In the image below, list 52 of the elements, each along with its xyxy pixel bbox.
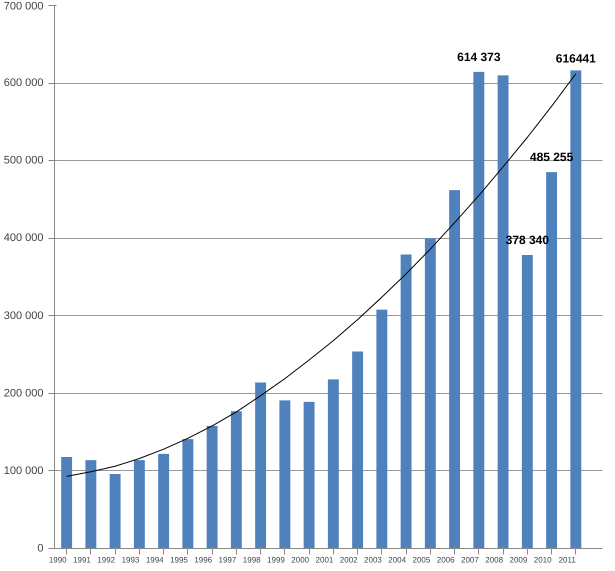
- x-tick-label: 1995: [170, 556, 188, 564]
- x-tick-label: 2009: [510, 556, 528, 564]
- bar: [230, 411, 242, 548]
- x-tick-label: 1991: [73, 556, 92, 564]
- x-tick-label: 2002: [340, 556, 358, 564]
- y-tick-label: 0: [37, 542, 44, 554]
- x-tick-label: 1997: [218, 556, 237, 564]
- bar: [158, 454, 170, 548]
- x-tick-label: 1994: [146, 556, 164, 564]
- bar: [522, 255, 533, 548]
- x-tick-label: 2005: [412, 556, 431, 564]
- x-tick-label: 2004: [388, 556, 407, 564]
- x-tick-label: 1993: [122, 556, 140, 564]
- data-label: 616441: [556, 51, 596, 66]
- y-tick-label: 400 000: [4, 232, 44, 244]
- x-tick-label: 2011: [558, 556, 576, 564]
- bar: [449, 190, 460, 548]
- x-tick-label: 1996: [194, 556, 213, 564]
- y-tick-label: 300 000: [4, 310, 44, 322]
- x-tick-label: 1999: [267, 556, 286, 564]
- line-series: [66, 73, 576, 477]
- x-tick-label: 1998: [242, 556, 262, 564]
- x-tick-label: 2003: [364, 556, 382, 564]
- bar: [304, 402, 315, 548]
- bar: [110, 474, 121, 548]
- bar: [134, 460, 145, 548]
- bar: [279, 400, 290, 548]
- x-tick-label: 2006: [436, 556, 456, 564]
- x-tick-label: 1990: [48, 556, 68, 564]
- bar: [352, 351, 364, 548]
- bar: [400, 254, 412, 548]
- x-tick-label: 2001: [316, 556, 334, 564]
- x-tick-label: 2007: [461, 556, 480, 564]
- bar: [328, 379, 339, 548]
- bar: [61, 456, 72, 548]
- bar: [206, 426, 218, 548]
- x-tick-label: 1992: [97, 556, 116, 564]
- y-tick-label: 600 000: [4, 77, 44, 90]
- x-tick-label: 2010: [534, 556, 552, 564]
- bar: [255, 382, 266, 548]
- x-tick-label: 2000: [291, 556, 310, 564]
- bar: [182, 439, 194, 548]
- bar: [376, 310, 388, 548]
- y-tick-label: 100 000: [4, 464, 44, 477]
- bar: [424, 238, 436, 548]
- y-tick-label: 700 000: [4, 0, 44, 12]
- bar: [85, 460, 96, 548]
- y-tick-label: 200 000: [4, 387, 44, 400]
- data-label: 614 373: [457, 50, 501, 64]
- x-tick-label: 2008: [485, 556, 504, 564]
- y-tick-label: 500 000: [4, 154, 44, 167]
- bar: [473, 72, 484, 548]
